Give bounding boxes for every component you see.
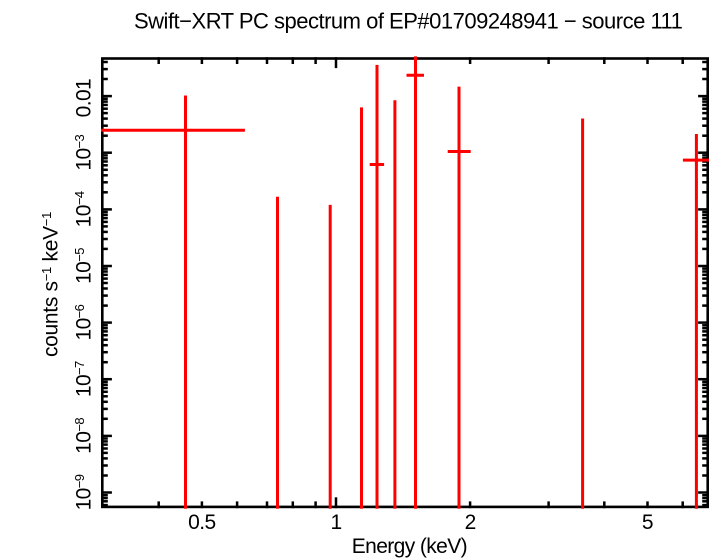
svg-text:2: 2	[465, 511, 476, 534]
svg-text:Swift−XRT PC spectrum of EP#01: Swift−XRT PC spectrum of EP#01709248941 …	[134, 9, 683, 34]
svg-text:5: 5	[642, 511, 653, 534]
svg-text:1: 1	[330, 511, 341, 534]
svg-text:Energy (keV): Energy (keV)	[352, 535, 467, 558]
svg-text:counts s−1 keV−1: counts s−1 keV−1	[39, 212, 63, 357]
svg-text:0.5: 0.5	[188, 511, 215, 534]
svg-text:0.01: 0.01	[73, 79, 96, 117]
